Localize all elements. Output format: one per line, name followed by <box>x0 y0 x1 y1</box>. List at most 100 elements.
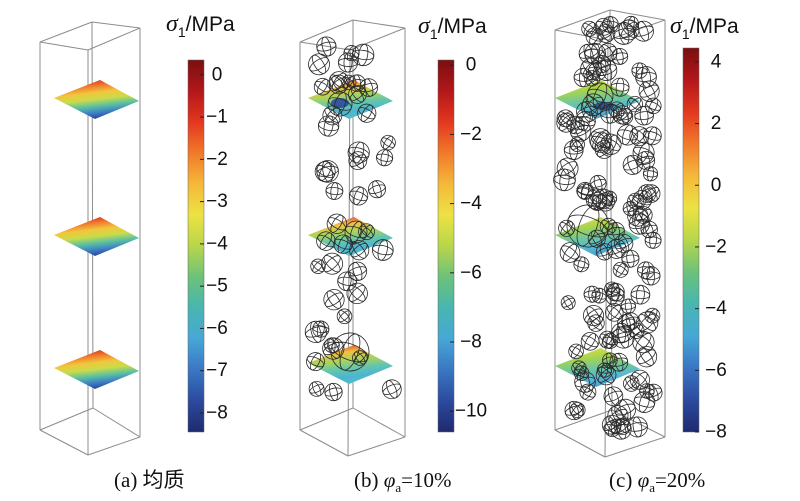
colorbar-tick-label: −8 <box>460 332 482 353</box>
aggregate-particle <box>371 239 394 261</box>
particle-meridian <box>615 106 629 124</box>
aggregate-particle <box>323 289 345 311</box>
box-edge <box>349 27 406 51</box>
aggregate-particle <box>610 77 630 97</box>
aggregate-particle <box>635 346 658 368</box>
aggregate-particle <box>344 220 368 244</box>
caption-prefix: (b) <box>354 468 384 492</box>
colorbar-tick-label: −4 <box>460 193 482 214</box>
particle-meridian <box>330 182 339 200</box>
aggregate-particle <box>316 160 339 183</box>
particle-meridian <box>600 109 620 119</box>
stress-slice <box>555 80 640 119</box>
aggregate-particle <box>343 45 360 62</box>
box-edge <box>347 436 406 457</box>
colorbar-tick-label: −4 <box>206 233 228 254</box>
particle-meridian <box>338 310 351 323</box>
particle-meridian <box>606 305 622 320</box>
particle-meridian <box>593 175 603 192</box>
particle-meridian <box>386 380 398 399</box>
particle-meridian <box>321 36 332 57</box>
aggregate-particle <box>347 261 368 281</box>
particle-meridian <box>350 243 368 258</box>
colorbar-tick-label: −4 <box>705 298 727 319</box>
particle-outline <box>349 186 369 206</box>
aggregate-particle <box>581 20 598 37</box>
box-edge <box>611 409 666 438</box>
particle-outline <box>560 295 576 311</box>
particle-outline <box>314 161 336 183</box>
particle-meridian <box>615 48 624 65</box>
particle-meridian <box>634 111 654 120</box>
particle-meridian <box>643 187 659 201</box>
particle-outline <box>637 261 655 280</box>
caption-symbol: φ <box>638 468 650 492</box>
particle-meridian <box>635 62 644 79</box>
particle-meridian <box>636 155 655 165</box>
particle-meridian <box>645 387 662 398</box>
colorbar-tick-label: −5 <box>206 276 228 297</box>
colorbar: 0 −2 −4 −6 −8 −10 <box>437 55 487 433</box>
particle-meridian <box>627 422 648 432</box>
aggregate-particle <box>368 180 386 199</box>
box-edge <box>299 19 354 43</box>
aggregate-particle <box>573 256 590 273</box>
aggregate-particle <box>641 184 661 203</box>
particle-meridian <box>558 161 578 176</box>
box-edge <box>39 429 89 456</box>
particle-meridian <box>312 259 324 273</box>
box-edge <box>554 429 606 458</box>
particle-meridian <box>643 130 662 141</box>
particle-meridian <box>324 292 344 307</box>
particle-meridian <box>647 166 654 182</box>
particle-meridian <box>620 302 636 310</box>
aggregate-particle <box>564 400 584 421</box>
aggregate-particle <box>629 369 650 390</box>
particle-meridian <box>618 234 630 253</box>
aggregate-particle <box>324 382 343 402</box>
caption-symbol: φ <box>384 468 396 492</box>
aggregate-particle <box>626 416 648 438</box>
particle-meridian <box>629 194 642 208</box>
colorbar: 4 2 0 −2 −4 −6 −8 <box>682 47 727 443</box>
particle-meridian <box>630 290 651 300</box>
particle-meridian <box>342 271 352 292</box>
particle-meridian <box>630 324 643 338</box>
particle-outline <box>630 284 651 305</box>
particle-meridian <box>597 367 615 383</box>
aggregate-particle <box>316 231 336 251</box>
aggregate-particle <box>627 205 649 227</box>
aggregate-particle <box>584 42 606 65</box>
particle-meridian <box>559 114 574 131</box>
colorbar-title: σ1/MPa <box>166 11 235 40</box>
particle-meridian <box>346 45 357 61</box>
particle-meridian <box>343 75 355 89</box>
particle-meridian <box>635 209 652 221</box>
particle-meridian <box>601 44 615 61</box>
particle-meridian <box>642 170 659 178</box>
particle-meridian <box>574 376 596 388</box>
colorbar-tick: −2 <box>450 124 482 145</box>
aggregate-particle <box>313 77 332 96</box>
colorbar-tick: −7 <box>200 360 228 381</box>
particle-meridian <box>631 128 647 145</box>
aggregate-particle <box>637 261 655 280</box>
particle-meridian <box>645 101 661 111</box>
aggregate-particle <box>348 74 366 92</box>
aggregate-particle <box>621 249 640 268</box>
particle-meridian <box>627 155 639 175</box>
particle-meridian <box>582 23 596 35</box>
aggregate-particle <box>600 103 620 124</box>
particle-meridian <box>591 188 602 210</box>
particle-meridian <box>596 247 613 257</box>
particle-meridian <box>593 59 611 69</box>
particle-meridian <box>579 371 591 393</box>
particle-meridian <box>623 159 643 171</box>
colorbar-tick-label: −6 <box>206 318 228 339</box>
aggregate-particle <box>308 53 330 76</box>
particle-meridian <box>381 137 395 148</box>
colorbar-tick-label: 2 <box>711 113 722 134</box>
stress-slice <box>54 217 139 256</box>
caption-subscript: a <box>649 480 655 495</box>
box-edge <box>609 9 613 411</box>
